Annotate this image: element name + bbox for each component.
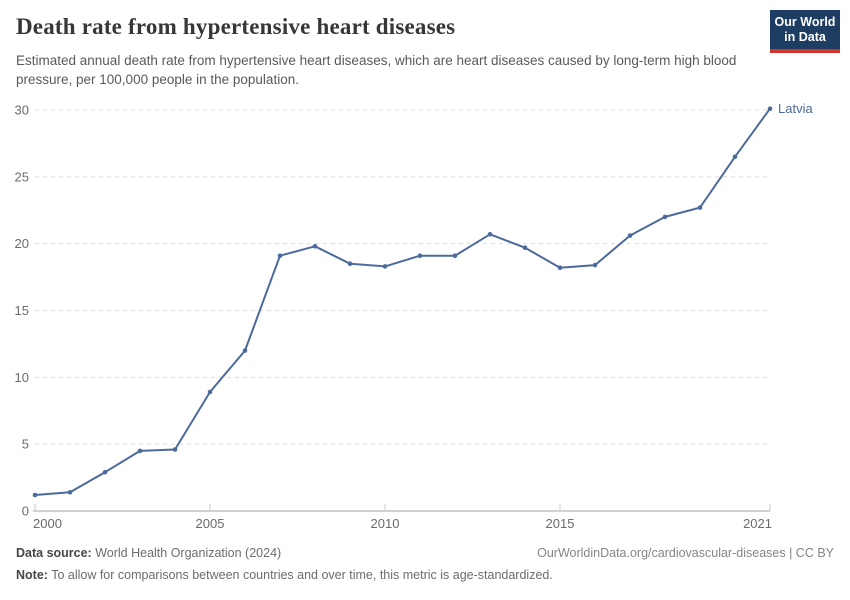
chart-footer: Data source: World Health Organization (… (16, 546, 834, 583)
x-tick-label: 2021 (743, 516, 772, 531)
data-point (242, 348, 248, 353)
license-link[interactable]: OurWorldinData.org/cardiovascular-diseas… (537, 546, 834, 560)
owid-logo-line1: Our World (774, 15, 836, 29)
data-point (102, 469, 108, 475)
y-tick-label: 20 (15, 236, 29, 251)
note-label: Note: (16, 568, 48, 582)
data-point (697, 205, 703, 210)
y-tick-label: 0 (22, 504, 29, 519)
data-point (137, 448, 143, 454)
data-point (662, 214, 668, 220)
x-tick-label: 2015 (546, 516, 575, 531)
chart-subtitle: Estimated annual death rate from hyperte… (16, 53, 737, 87)
data-point (732, 154, 738, 160)
page-title: Death rate from hypertensive heart disea… (16, 14, 456, 39)
data-point (32, 492, 38, 498)
data-point (382, 264, 388, 269)
series-latvia: Latvia (32, 101, 813, 498)
line-chart: 2000 2005 2010 2015 2021 0 5 10 15 20 25 30 Latvia (15, 101, 814, 531)
x-tick-label: 2005 (196, 516, 225, 531)
owid-logo[interactable]: Our World in Data (770, 10, 840, 53)
series-line (34, 107, 771, 496)
data-point (312, 244, 318, 249)
data-point (417, 253, 423, 258)
data-point (207, 389, 213, 395)
data-point (452, 253, 458, 258)
data-point (277, 253, 283, 258)
entity-label: Latvia (778, 101, 813, 116)
data-point (487, 232, 493, 237)
data-source-value: World Health Organization (2024) (91, 546, 282, 560)
y-tick-label: 10 (15, 370, 29, 385)
data-point (522, 245, 528, 250)
gridlines (35, 109, 768, 445)
data-point (67, 490, 73, 495)
data-point (172, 447, 178, 452)
x-tick-label: 2010 (371, 516, 400, 531)
data-source: Data source: World Health Organization (… (16, 546, 281, 561)
data-point (347, 261, 353, 266)
data-point (557, 265, 563, 270)
data-point (627, 233, 633, 238)
data-source-label: Data source: (16, 546, 92, 560)
y-tick-label: 25 (15, 169, 29, 184)
note-value: To allow for comparisons between countri… (47, 568, 553, 582)
data-point (767, 106, 773, 111)
note: Note: To allow for comparisons between c… (16, 568, 834, 583)
y-tick-label: 30 (15, 103, 29, 118)
x-tick-label: 2000 (33, 516, 62, 531)
y-axis: 0 5 10 15 20 25 30 (15, 103, 29, 519)
x-axis: 2000 2005 2010 2015 2021 (33, 504, 772, 531)
data-point (592, 262, 598, 268)
y-tick-label: 15 (15, 303, 29, 318)
owid-logo-line2: in Data (784, 30, 826, 44)
y-tick-label: 5 (22, 437, 29, 452)
